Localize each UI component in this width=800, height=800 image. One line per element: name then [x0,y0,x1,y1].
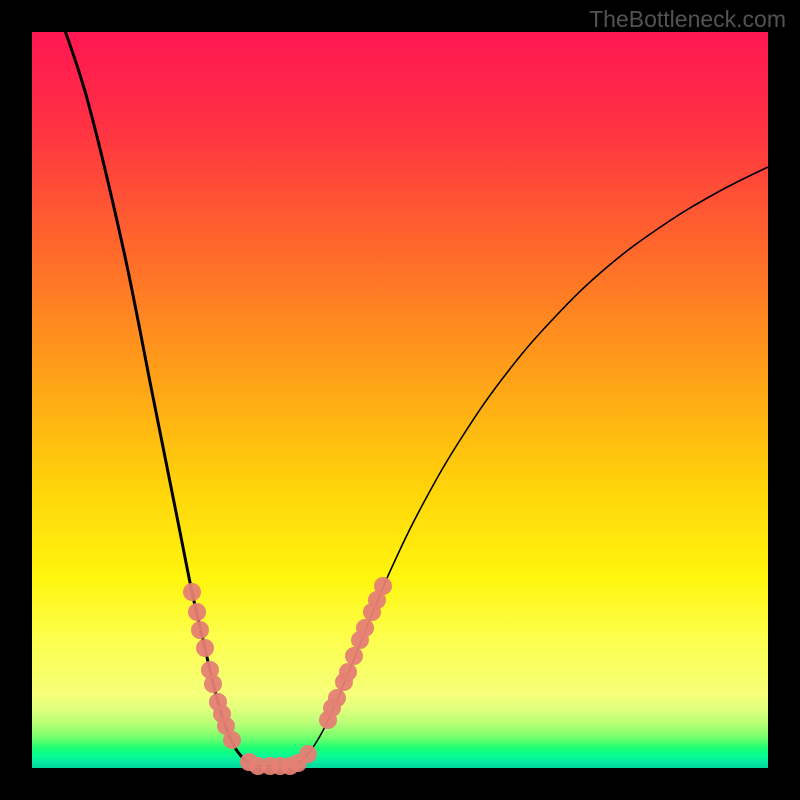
marker-group [183,577,392,775]
data-marker [299,745,317,763]
data-marker [196,639,214,657]
data-marker [183,583,201,601]
data-marker [339,663,357,681]
data-marker [204,675,222,693]
data-marker [188,603,206,621]
watermark-text: TheBottleneck.com [589,6,786,33]
data-marker [328,689,346,707]
curve-left-branch [62,22,260,766]
data-marker [191,621,209,639]
data-marker [223,731,241,749]
chart-overlay-svg [32,32,768,768]
data-marker [374,577,392,595]
data-marker [345,647,363,665]
curve-right-branch [290,167,768,766]
data-marker [356,619,374,637]
chart-canvas: TheBottleneck.com [0,0,800,800]
